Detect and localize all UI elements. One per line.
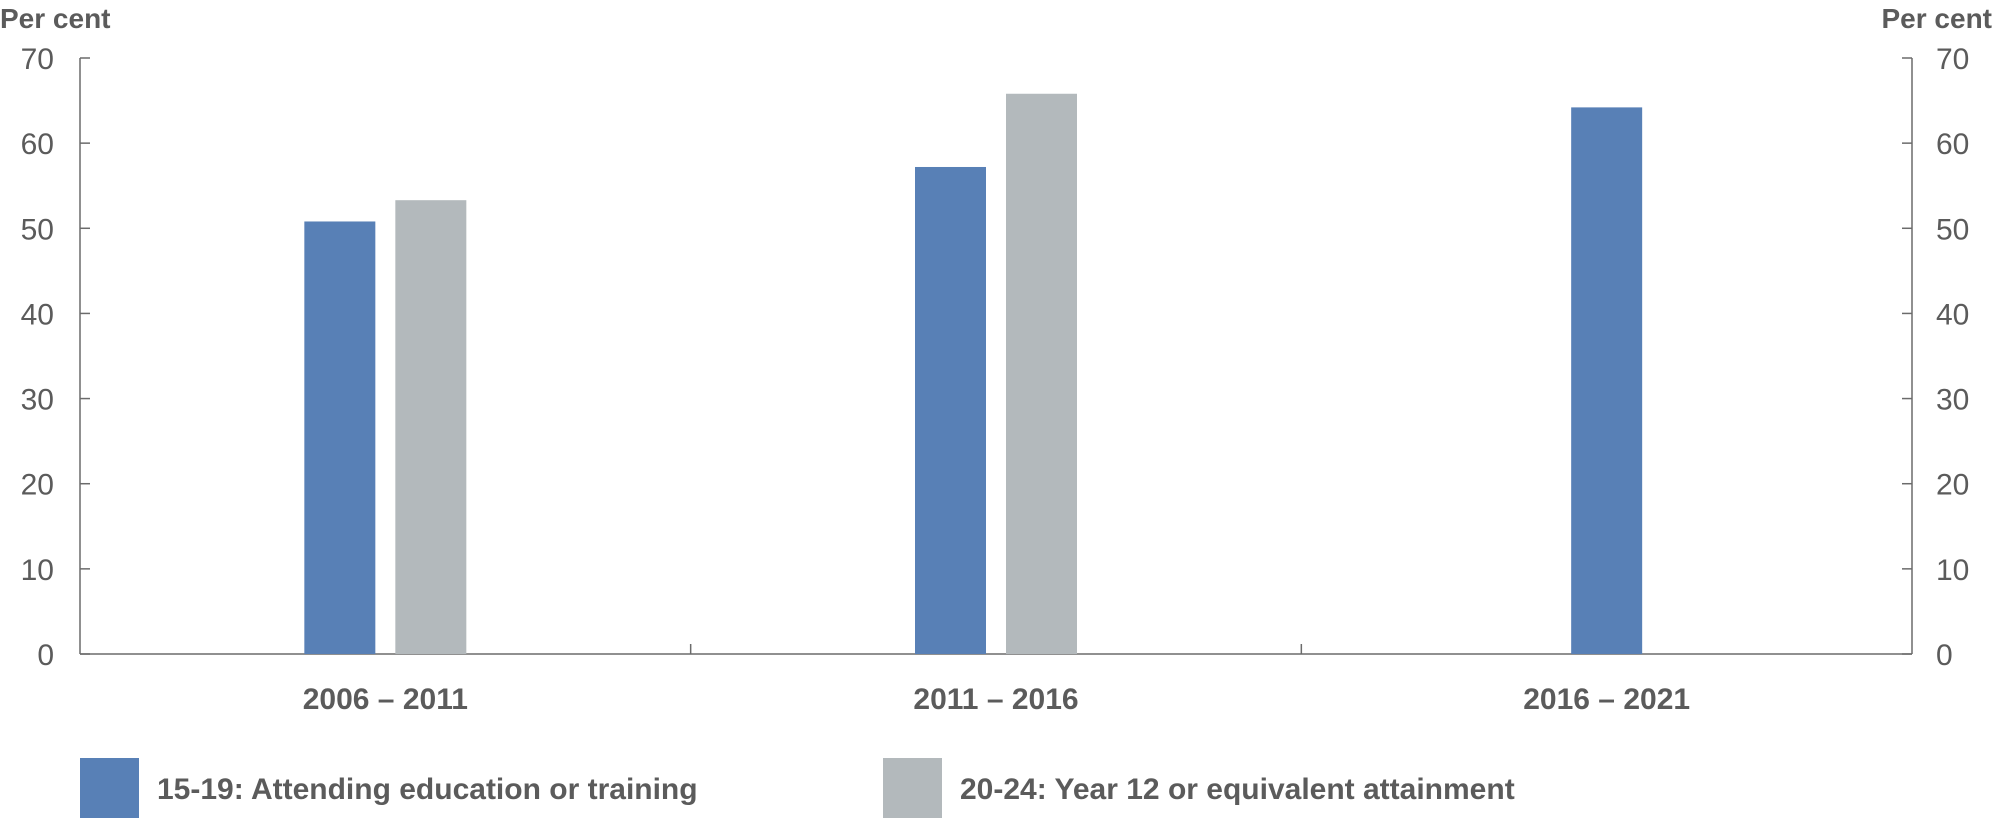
axes: 0 0 10 10 20 20 30 30 40 40 50 50 60 60 70 70 [21,43,1970,672]
legend-label: 15-19: Attending education or training [157,773,698,806]
bar [304,221,376,654]
category-labels: 2006 – 2011 2011 – 2016 2016 – 2021 [303,683,1690,716]
bar [1006,93,1077,654]
right-y-tick-label: 50 [1936,213,1969,246]
legend-label: 20-24: Year 12 or equivalent attainment [960,773,1515,806]
legend: 15-19: Attending education or training 20… [80,758,1515,818]
bar [915,166,986,655]
bars [304,93,1643,655]
bar [395,200,467,654]
left-y-tick-label: 10 [21,554,54,587]
right-y-tick-label: 40 [1936,298,1969,331]
bar [1571,107,1643,654]
left-axis-unit: Per cent [0,3,111,34]
x-category-label: 2016 – 2021 [1523,683,1690,716]
right-y-tick-label: 70 [1936,43,1969,76]
right-y-tick-label: 10 [1936,554,1969,587]
right-y-tick-label: 0 [1936,639,1953,672]
right-y-tick-label: 60 [1936,128,1969,161]
right-y-tick-label: 20 [1936,469,1969,502]
left-y-tick-label: 40 [21,298,54,331]
right-axis-unit: Per cent [1882,3,1992,34]
left-y-tick-label: 30 [21,384,54,417]
left-y-tick-label: 50 [21,213,54,246]
left-y-tick-label: 20 [21,469,54,502]
right-y-tick-label: 30 [1936,384,1969,417]
legend-swatch [883,758,942,818]
x-category-label: 2011 – 2016 [913,683,1078,716]
left-y-tick-label: 0 [37,639,54,672]
left-y-tick-label: 60 [21,128,54,161]
legend-swatch [80,758,139,818]
left-y-tick-label: 70 [21,43,54,76]
x-category-label: 2006 – 2011 [303,683,468,716]
